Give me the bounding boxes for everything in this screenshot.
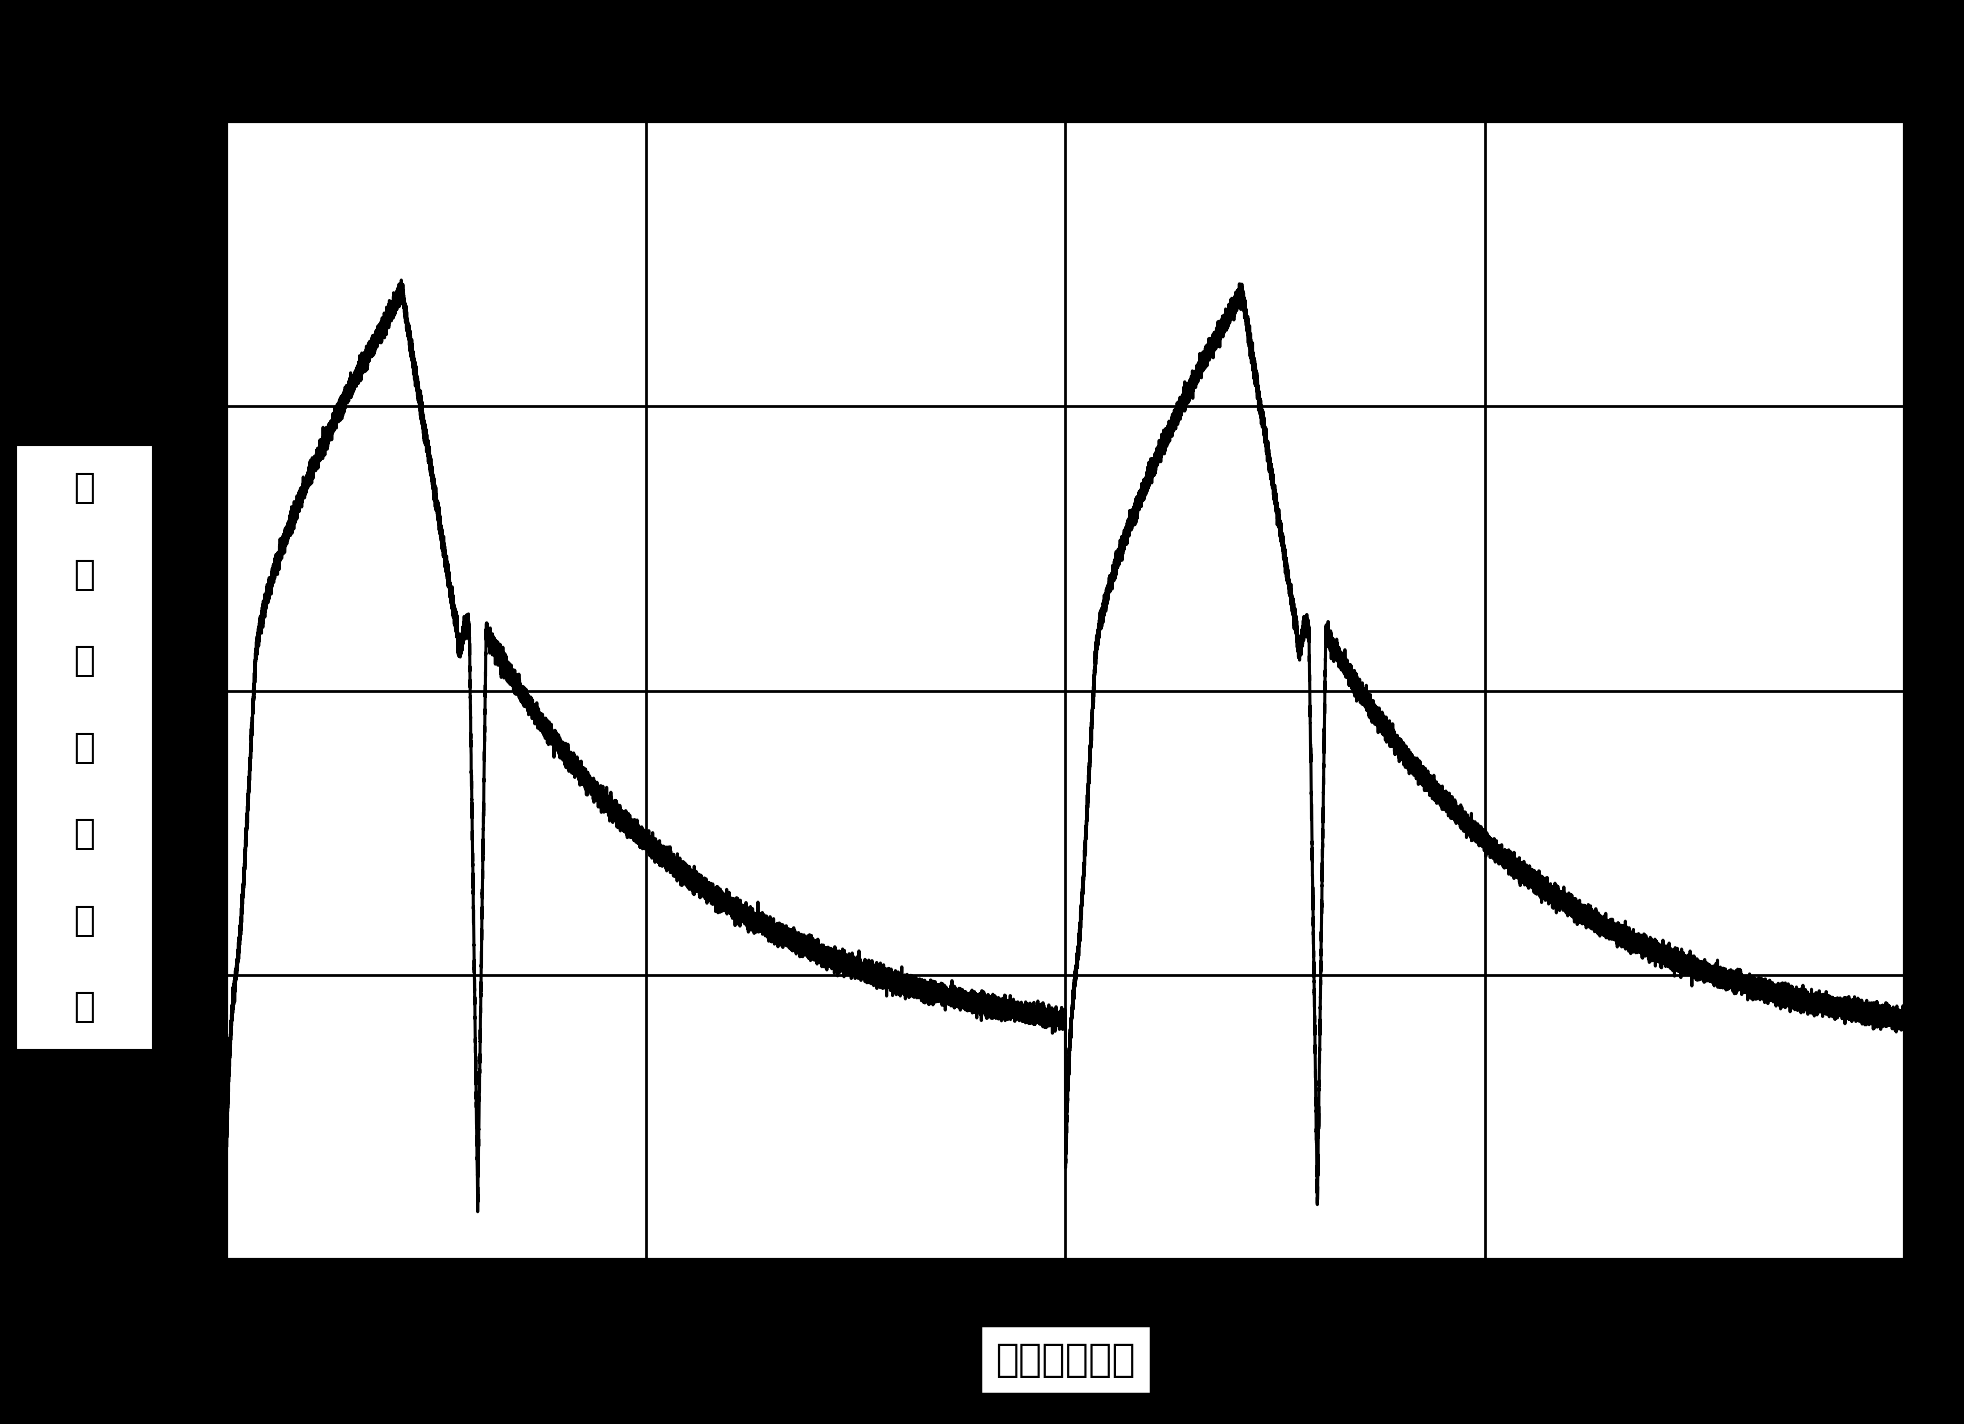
Text: ）: ） [73, 990, 96, 1024]
Text: 时间（毫秒）: 时间（毫秒） [996, 1341, 1135, 1378]
Text: 氏: 氏 [73, 817, 96, 852]
Text: 度: 度 [73, 903, 96, 937]
Text: 度: 度 [73, 558, 96, 592]
Text: 温: 温 [73, 471, 96, 506]
Text: 摄: 摄 [73, 731, 96, 765]
Text: （: （ [73, 644, 96, 678]
